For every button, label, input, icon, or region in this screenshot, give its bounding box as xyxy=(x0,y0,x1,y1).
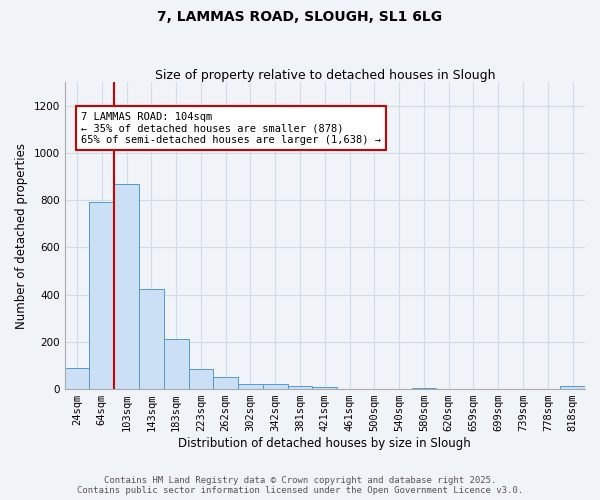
Bar xyxy=(412,388,436,389)
Bar xyxy=(313,386,337,389)
Title: Size of property relative to detached houses in Slough: Size of property relative to detached ho… xyxy=(155,69,495,82)
Bar xyxy=(188,369,214,389)
Text: 7 LAMMAS ROAD: 104sqm
← 35% of detached houses are smaller (878)
65% of semi-det: 7 LAMMAS ROAD: 104sqm ← 35% of detached … xyxy=(81,112,381,144)
X-axis label: Distribution of detached houses by size in Slough: Distribution of detached houses by size … xyxy=(178,437,471,450)
Bar xyxy=(214,378,238,389)
Bar xyxy=(89,202,114,389)
Bar xyxy=(560,386,585,389)
Bar xyxy=(114,184,139,389)
Bar xyxy=(139,288,164,389)
Bar xyxy=(238,384,263,389)
Text: Contains HM Land Registry data © Crown copyright and database right 2025.
Contai: Contains HM Land Registry data © Crown c… xyxy=(77,476,523,495)
Bar xyxy=(263,384,287,389)
Y-axis label: Number of detached properties: Number of detached properties xyxy=(15,142,28,328)
Text: 7, LAMMAS ROAD, SLOUGH, SL1 6LG: 7, LAMMAS ROAD, SLOUGH, SL1 6LG xyxy=(157,10,443,24)
Bar xyxy=(287,386,313,389)
Bar xyxy=(164,340,188,389)
Bar xyxy=(65,368,89,389)
